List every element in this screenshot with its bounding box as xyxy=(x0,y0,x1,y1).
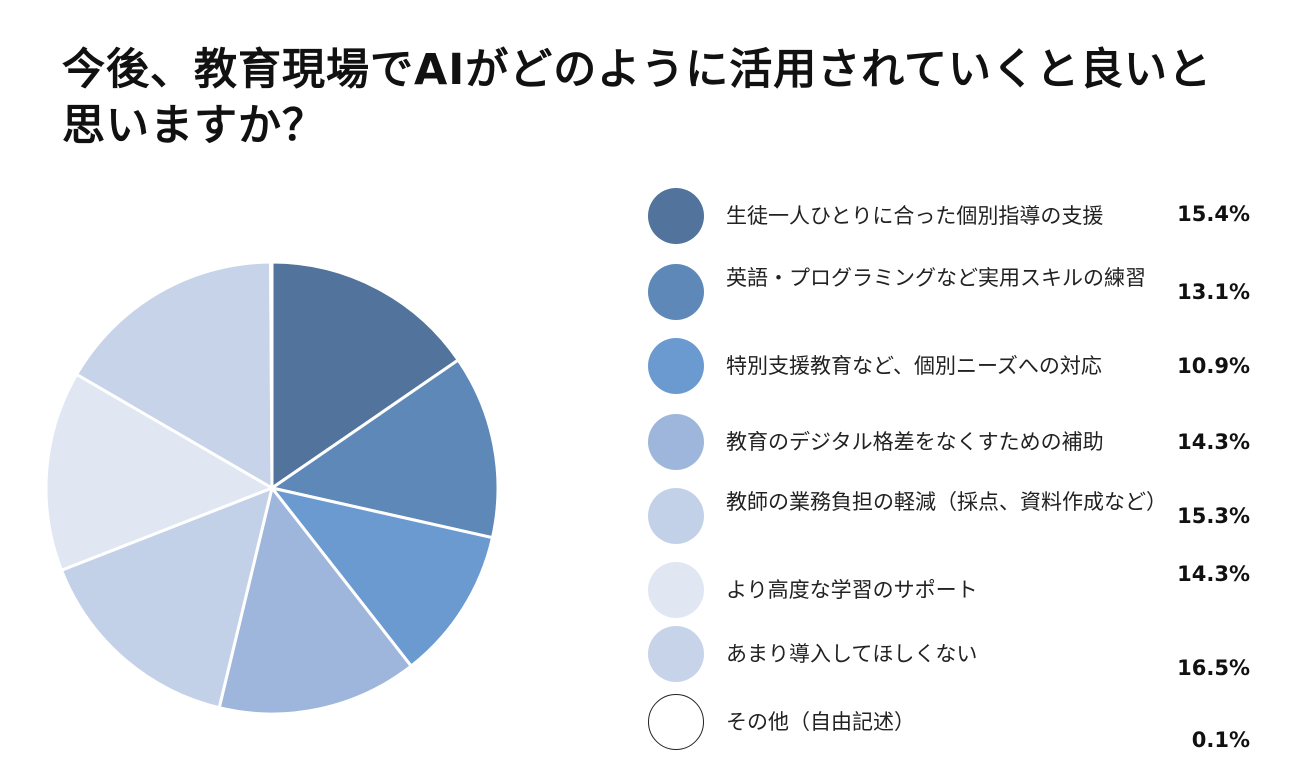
legend-label-4: 教育のデジタル格差をなくすための補助 xyxy=(726,430,1104,454)
legend-item-8: その他（自由記述） 0.1% xyxy=(646,692,1256,752)
pie-slice-8 xyxy=(269,260,274,490)
legend-item-6: より高度な学習のサポート 14.3% xyxy=(646,560,1256,620)
legend-label-7: あまり導入してほしくない xyxy=(726,642,978,666)
pie-slice-5 xyxy=(60,486,274,710)
legend-item-2: 英語・プログラミングなど実用スキルの練習 13.1% xyxy=(646,262,1256,322)
pie-slice-4 xyxy=(217,486,413,716)
legend-item-4: 教育のデジタル格差をなくすための補助 14.3% xyxy=(646,412,1256,472)
legend-swatch-6 xyxy=(648,562,704,618)
legend-swatch-5 xyxy=(648,488,704,544)
legend-label-8: その他（自由記述） xyxy=(726,710,915,734)
legend-swatch-1 xyxy=(648,188,704,244)
legend-label-3: 特別支援教育など、個別ニーズへの対応 xyxy=(726,354,1102,378)
legend-swatch-8 xyxy=(648,694,704,750)
legend-value-7: 16.5% xyxy=(1177,656,1250,680)
pie-slice-2 xyxy=(270,358,500,540)
legend-label-2: 英語・プログラミングなど実用スキルの練習 xyxy=(726,266,1146,290)
legend-swatch-2 xyxy=(648,264,704,320)
legend-value-1: 15.4% xyxy=(1177,202,1250,226)
legend-label-1: 生徒一人ひとりに合った個別指導の支援 xyxy=(726,204,1104,228)
legend-value-2: 13.1% xyxy=(1177,280,1250,304)
legend-item-3: 特別支援教育など、個別ニーズへの対応 10.9% xyxy=(646,336,1256,396)
chart-title: 今後、教育現場でAIがどのように活用されていくと良いと思いますか？ xyxy=(62,45,1212,151)
legend-label-5: 教師の業務負担の軽減（採点、資料作成など） xyxy=(726,490,1167,514)
legend-value-5: 15.3% xyxy=(1177,504,1250,528)
pie-svg xyxy=(44,260,500,716)
legend-value-6: 14.3% xyxy=(1177,562,1250,586)
legend-label-6: より高度な学習のサポート xyxy=(726,578,978,602)
legend-item-5: 教師の業務負担の軽減（採点、資料作成など） 15.3% xyxy=(646,486,1256,546)
legend-swatch-3 xyxy=(648,338,704,394)
legend-swatch-7 xyxy=(648,626,704,682)
pie-chart xyxy=(40,256,504,720)
legend-item-7: あまり導入してほしくない 16.5% xyxy=(646,624,1256,684)
legend-value-4: 14.3% xyxy=(1177,430,1250,454)
pie-slice-6 xyxy=(44,372,274,572)
legend-item-1: 生徒一人ひとりに合った個別指導の支援 15.4% xyxy=(646,186,1256,246)
legend-swatch-4 xyxy=(648,414,704,470)
pie-slice-3 xyxy=(270,486,494,668)
pie-slice-7 xyxy=(75,260,274,490)
legend-value-3: 10.9% xyxy=(1177,354,1250,378)
pie-slice-1 xyxy=(270,260,460,490)
legend-value-8: 0.1% xyxy=(1191,728,1250,752)
